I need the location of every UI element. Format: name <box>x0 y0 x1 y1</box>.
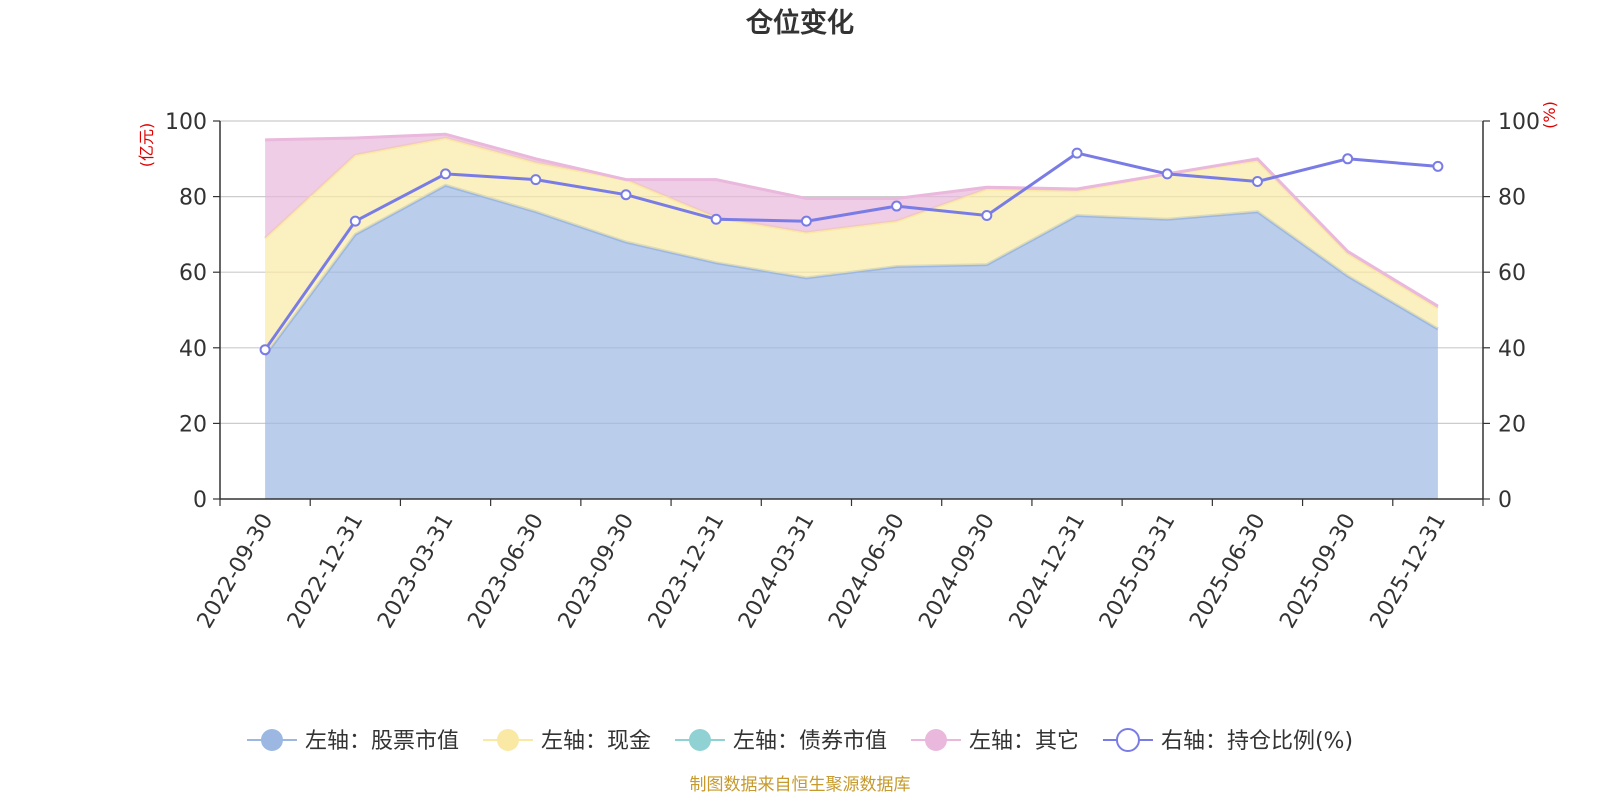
legend-item-左轴：其它[interactable]: 左轴：其它 <box>910 729 1079 754</box>
ratio-point <box>620 189 632 201</box>
left-axis-tick-label: 100 <box>165 110 207 135</box>
x-axis-tick-label: 2023-09-30 <box>554 510 640 633</box>
legend-marker <box>1115 728 1140 752</box>
ratio-point <box>800 215 812 227</box>
right-axis-tick-label: 100 <box>1498 110 1540 135</box>
chart-title: 仓位变化 <box>745 7 854 39</box>
ratio-point <box>1251 175 1263 187</box>
legend-marker <box>924 729 947 751</box>
area-左轴：现金 <box>265 138 1438 356</box>
ratio-point <box>710 213 722 225</box>
ratio-point <box>981 210 993 221</box>
left-axis-unit: (亿元) <box>137 123 156 168</box>
legend-marker <box>688 729 711 751</box>
left-axis-tick-label: 0 <box>193 488 207 513</box>
area-series <box>263 132 1439 500</box>
legend-marker <box>496 729 519 751</box>
right-axis-tick-label: 60 <box>1498 261 1526 286</box>
legend-label: 右轴：持仓比例(%) <box>1161 729 1353 754</box>
left-axis-tick-label: 20 <box>179 412 207 437</box>
area-左轴：其它 <box>265 134 1438 309</box>
ratio-point <box>1432 160 1444 172</box>
x-axis-tick-label: 2025-03-31 <box>1095 510 1181 633</box>
x-axis-tick-label: 2025-12-31 <box>1366 510 1452 633</box>
area-左轴：股票市值 <box>265 185 1438 500</box>
ratio-point <box>1161 168 1173 180</box>
x-axis-tick-label: 2024-09-30 <box>914 510 1000 633</box>
x-axis-tick-label: 2024-06-30 <box>824 510 910 633</box>
ratio-point <box>259 344 271 356</box>
ratio-point <box>530 174 542 186</box>
ratio-point <box>440 168 452 180</box>
x-axis-tick-label: 2023-12-31 <box>644 510 730 633</box>
right-axis-tick-label: 80 <box>1498 186 1526 211</box>
right-axis-unit: (%) <box>1540 101 1559 129</box>
area-edge-左轴：其它 <box>265 132 1439 308</box>
right-axis-tick-label: 20 <box>1498 412 1526 437</box>
data-source-footer: 制图数据来自恒生聚源数据库 <box>690 775 911 795</box>
x-axis-tick-label: 2023-03-31 <box>373 510 459 633</box>
legend-label: 左轴：股票市值 <box>305 729 459 754</box>
ratio-point <box>891 200 903 212</box>
ratio-point <box>349 215 361 227</box>
legend-item-左轴：债券市值[interactable]: 左轴：债券市值 <box>674 729 887 754</box>
x-axis-tick-label: 2022-09-30 <box>193 510 279 633</box>
x-axis-tick-label: 2023-06-30 <box>463 510 549 633</box>
legend-marker <box>260 729 283 751</box>
right-axis-tick-label: 40 <box>1498 337 1526 362</box>
x-axis-tick-label: 2025-06-30 <box>1185 510 1271 633</box>
x-axis-tick-label: 2024-03-31 <box>734 510 820 633</box>
x-axis-tick-label: 2022-12-31 <box>283 510 369 633</box>
legend: 左轴：股票市值 左轴：现金 左轴：债券市值 左轴：其它 右轴：持仓比例(%) <box>246 728 1353 754</box>
ratio-line <box>263 151 1439 351</box>
x-axis-tick-label: 2025-09-30 <box>1275 510 1361 633</box>
left-axis-tick-label: 40 <box>179 337 207 362</box>
legend-item-左轴：股票市值[interactable]: 左轴：股票市值 <box>246 729 459 754</box>
legend-label: 左轴：其它 <box>969 729 1079 754</box>
ratio-line-series <box>259 147 1444 356</box>
legend-label: 左轴：现金 <box>541 729 651 754</box>
x-axis-tick-label: 2024-12-31 <box>1005 510 1091 633</box>
ratio-point <box>1342 153 1354 165</box>
left-axis-tick-label: 80 <box>179 186 207 211</box>
legend-item-左轴：现金[interactable]: 左轴：现金 <box>482 729 651 754</box>
right-axis-tick-label: 0 <box>1498 488 1512 513</box>
left-axis-tick-label: 60 <box>179 261 207 286</box>
legend-item-右轴：持仓比例(%)[interactable]: 右轴：持仓比例(%) <box>1102 728 1353 754</box>
ratio-point <box>1071 147 1083 159</box>
legend-label: 左轴：债券市值 <box>733 729 887 754</box>
